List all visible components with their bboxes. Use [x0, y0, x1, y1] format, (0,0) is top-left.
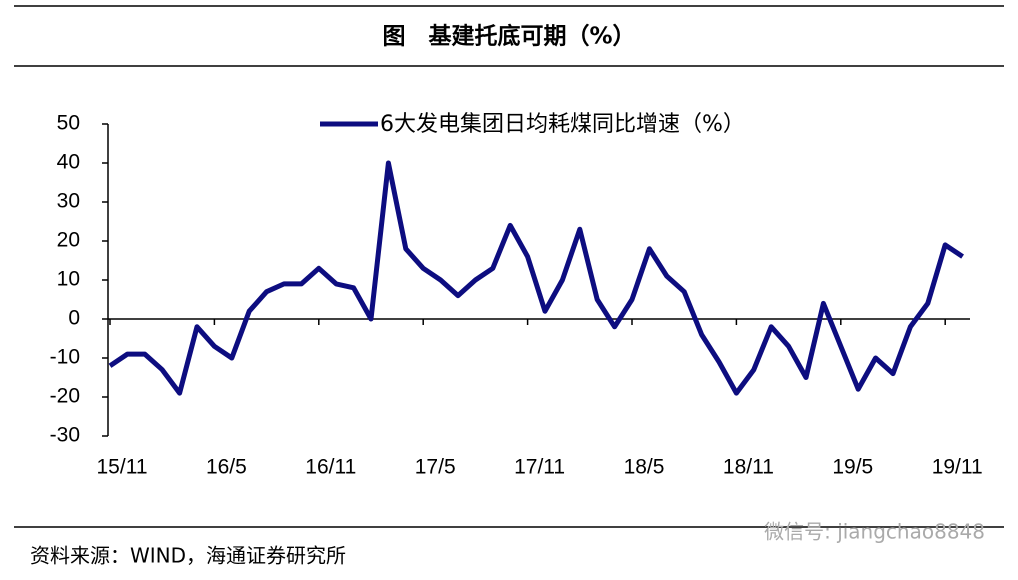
- y-tick-label: 50: [57, 112, 80, 135]
- x-tick-label: 18/11: [723, 456, 774, 479]
- source-note: 资料来源：WIND，海通证券研究所: [30, 544, 346, 568]
- y-tick-label: 0: [68, 307, 80, 330]
- legend-label: 6大发电集团日均耗煤同比增速（%）: [380, 112, 745, 137]
- x-tick-label: 16/5: [206, 456, 247, 479]
- chart-title: 图 基建托底可期（%）: [382, 23, 635, 50]
- y-tick-label: 30: [57, 190, 80, 213]
- data-line: [108, 160, 964, 396]
- x-tick-label: 17/11: [514, 456, 565, 479]
- y-tick-label: -30: [50, 424, 80, 447]
- y-tick-label: 20: [57, 229, 80, 252]
- x-tick-label: 18/5: [624, 456, 665, 479]
- watermark: 微信号: jiangchao8848: [764, 520, 985, 544]
- y-tick-label: -20: [50, 385, 80, 408]
- y-tick-label: 10: [57, 268, 80, 291]
- y-tick-label: -10: [50, 346, 80, 369]
- x-tick-label: 15/11: [97, 456, 148, 479]
- x-tick-label: 19/5: [832, 456, 873, 479]
- y-tick-label: 40: [57, 151, 80, 174]
- x-tick-label: 16/11: [305, 456, 356, 479]
- x-tick-label: 19/11: [932, 456, 983, 479]
- x-tick-label: 17/5: [415, 456, 456, 479]
